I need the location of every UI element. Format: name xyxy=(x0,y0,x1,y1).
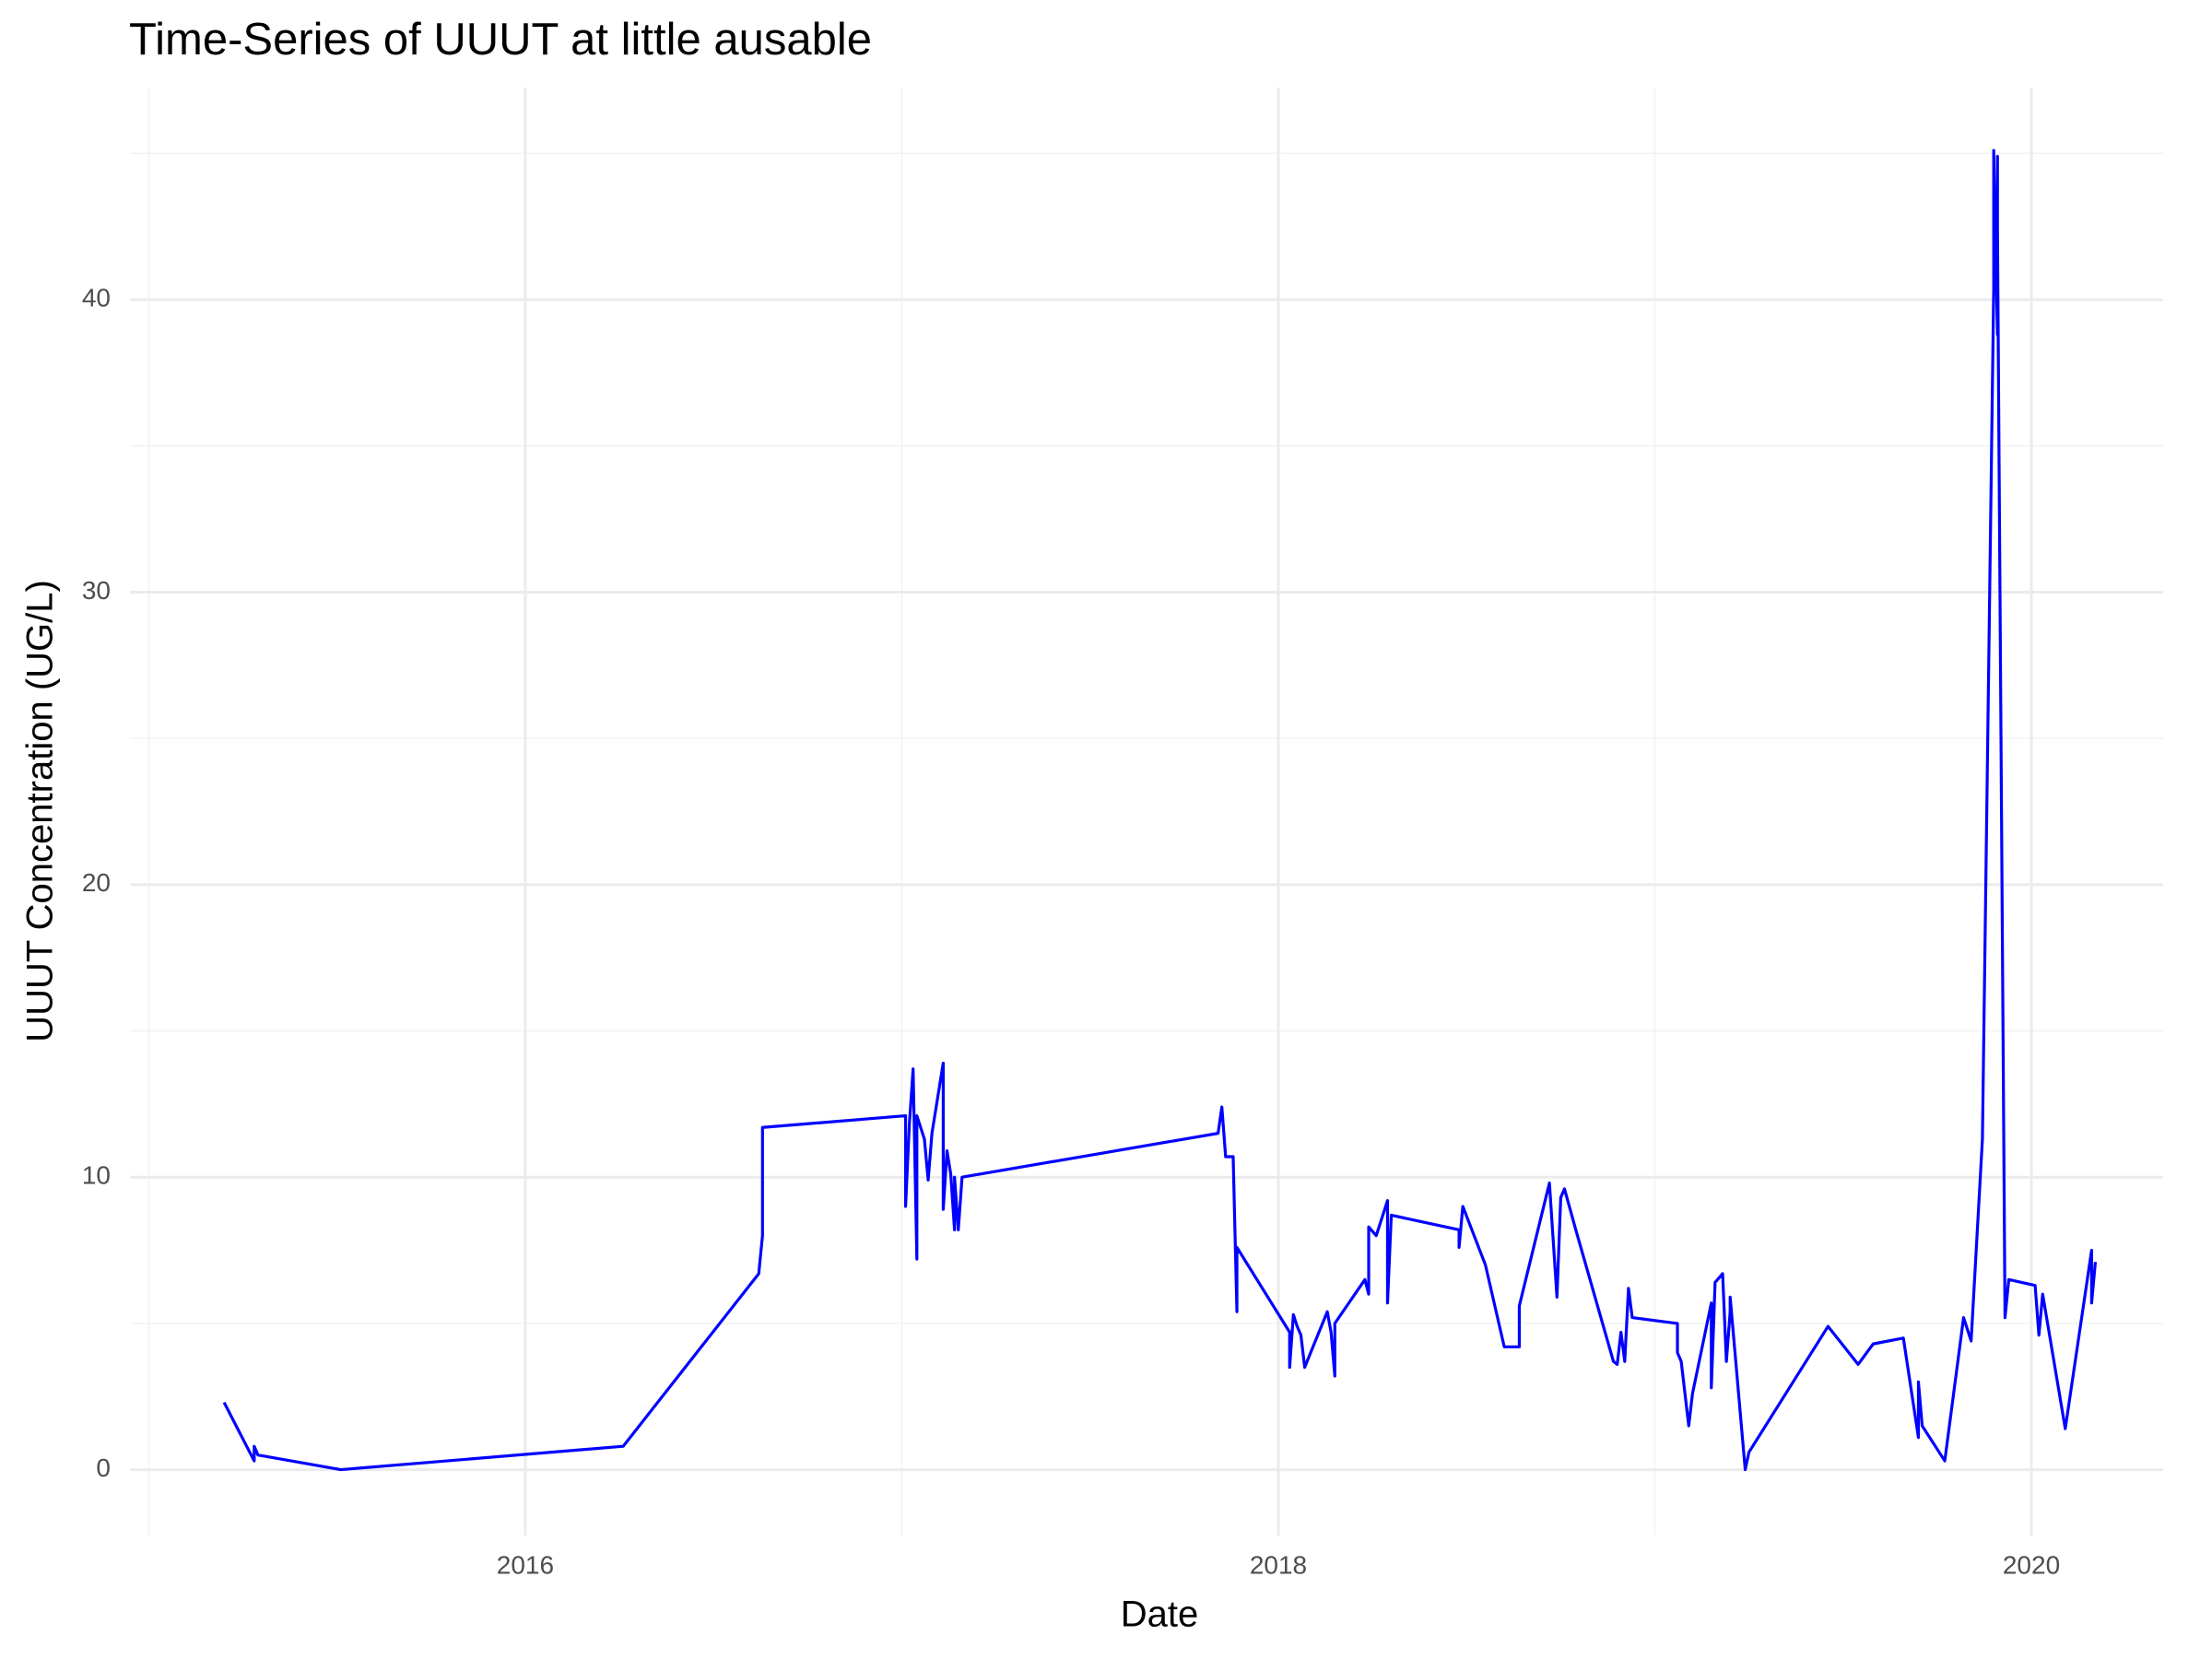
data-line xyxy=(222,148,2098,1472)
chart-title: Time-Series of UUUT at little ausable xyxy=(129,15,872,65)
y-tick-label: 40 xyxy=(82,283,111,312)
x-tick-label: 2018 xyxy=(1250,1550,1307,1579)
y-tick-label: 10 xyxy=(82,1161,111,1190)
y-tick-label: 30 xyxy=(82,576,111,605)
x-tick-label: 2016 xyxy=(497,1550,554,1579)
x-axis-title: Date xyxy=(1121,1594,1199,1635)
y-axis-title: UUUT Concentration (UG/L) xyxy=(20,580,61,1042)
y-tick-label: 0 xyxy=(96,1453,111,1482)
y-tick-label: 20 xyxy=(82,868,111,897)
x-tick-label: 2020 xyxy=(2003,1550,2060,1579)
